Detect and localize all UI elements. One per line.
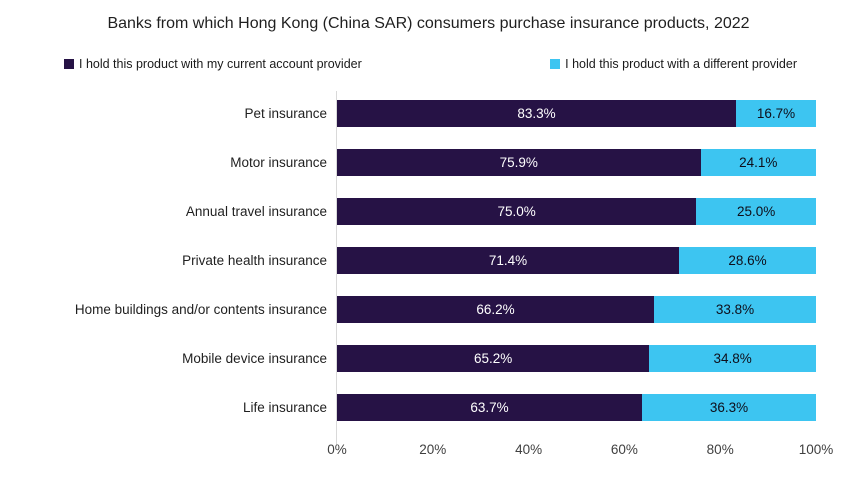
bar-segment-different-provider: 24.1% [700,149,816,176]
legend-item-current-provider: I hold this product with my current acco… [64,57,362,71]
chart-row: Private health insurance 71.4% 28.6% [0,236,857,285]
bar-segment-different-provider: 16.7% [736,100,816,127]
data-label: 24.1% [739,155,778,170]
bar-segment-current-provider: 75.0% [337,198,697,225]
data-label: 36.3% [709,400,749,415]
bar-segment-different-provider: 33.8% [654,296,816,323]
category-label: Pet insurance [244,106,327,121]
data-label: 28.6% [728,253,767,268]
bar-segment-current-provider: 83.3% [337,100,736,127]
data-label: 25.0% [736,204,776,219]
data-label: 66.2% [476,302,515,317]
legend-label-current-provider: I hold this product with my current acco… [79,57,362,71]
chart-row: Home buildings and/or contents insurance… [0,285,857,334]
chart-row: Motor insurance 75.9% 24.1% [0,138,857,187]
bar-segment-different-provider: 28.6% [679,247,816,274]
x-axis-tick-label: 60% [610,442,638,457]
bar-segment-different-provider: 36.3% [642,394,816,421]
data-label: 75.0% [497,204,536,219]
x-axis-tick-label: 0% [327,442,347,457]
data-label: 33.8% [715,302,755,317]
chart-row: Life insurance 63.7% 36.3% [0,383,857,432]
chart-row: Mobile device insurance 65.2% 34.8% [0,334,857,383]
bar-segment-current-provider: 66.2% [337,296,655,323]
legend-swatch-different-provider [550,59,561,69]
legend-swatch-current-provider [64,59,74,69]
data-label: 71.4% [488,253,528,268]
data-label: 75.9% [499,155,538,170]
bar-segment-current-provider: 71.4% [337,247,679,274]
legend: I hold this product with my current acco… [64,57,797,71]
bar-rows: Pet insurance 83.3% 16.7% Motor insurance 75… [0,89,857,432]
category-label: Annual travel insurance [185,204,327,219]
category-label: Home buildings and/or contents insurance [74,302,327,317]
bar-segment-different-provider: 34.8% [649,345,816,372]
bar-segment-different-provider: 25.0% [696,198,816,225]
data-label: 16.7% [756,106,796,121]
chart-row: Annual travel insurance 75.0% 25.0% [0,187,857,236]
bar-track: 65.2% 34.8% [337,345,816,372]
x-axis-tick-label: 100% [798,442,834,457]
bar-track: 63.7% 36.3% [337,394,816,421]
category-label: Mobile device insurance [182,351,327,366]
chart-title: Banks from which Hong Kong (China SAR) c… [107,15,750,32]
x-axis-tick-label: 20% [419,442,447,457]
bar-track: 75.0% 25.0% [337,198,816,225]
x-axis: 0% 20% 40% 60% 80% 100% [327,438,833,460]
data-label: 34.8% [713,351,752,366]
category-label: Life insurance [242,400,327,415]
category-label: Private health insurance [182,253,327,268]
bar-track: 66.2% 33.8% [337,296,816,323]
bar-segment-current-provider: 65.2% [337,345,650,372]
bar-track: 83.3% 16.7% [337,100,816,127]
y-axis-line [336,91,337,445]
bar-segment-current-provider: 63.7% [337,394,643,421]
x-axis-tick-label: 40% [515,442,543,457]
category-label: Motor insurance [230,155,327,170]
data-label: 65.2% [474,351,513,366]
chart-row: Pet insurance 83.3% 16.7% [0,89,857,138]
bar-track: 71.4% 28.6% [337,247,816,274]
legend-item-different-provider: I hold this product with a different pro… [550,57,797,71]
legend-label-different-provider: I hold this product with a different pro… [565,57,797,71]
x-axis-tick-label: 80% [706,442,734,457]
bar-segment-current-provider: 75.9% [337,149,701,176]
data-label: 63.7% [470,400,509,415]
plot-area: Pet insurance 83.3% 16.7% Motor insurance 75… [0,89,857,460]
data-label: 83.3% [517,106,556,121]
bar-track: 75.9% 24.1% [337,149,816,176]
